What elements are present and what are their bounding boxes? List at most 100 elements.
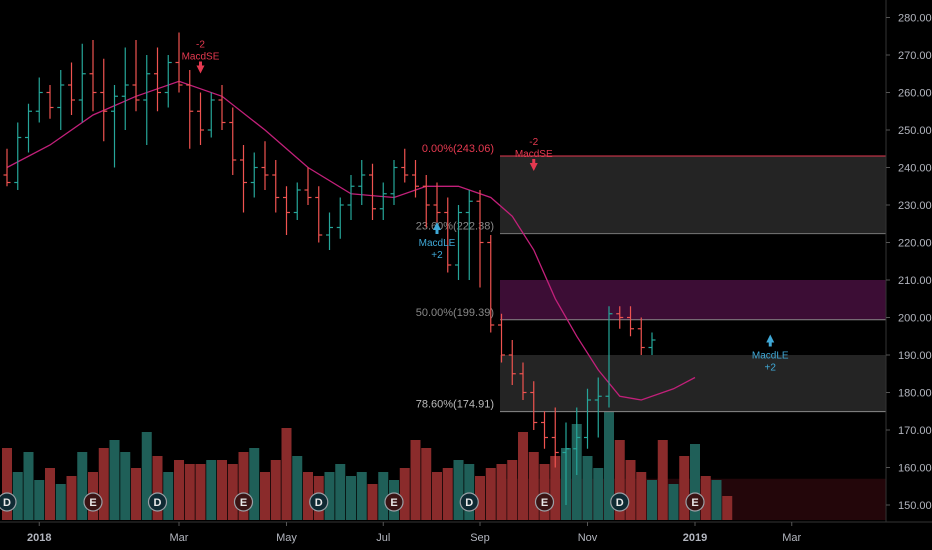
ohlc-bar[interactable] bbox=[164, 55, 172, 108]
x-tick-label: Mar bbox=[170, 532, 189, 544]
ohlc-bar[interactable] bbox=[605, 306, 613, 408]
ohlc-bar[interactable] bbox=[573, 407, 581, 476]
ohlc-bar[interactable] bbox=[412, 160, 419, 198]
ohlc-bar[interactable] bbox=[648, 332, 656, 356]
ohlc-bar[interactable] bbox=[111, 85, 118, 168]
ohlc-bar[interactable] bbox=[207, 92, 215, 138]
ohlc-bar[interactable] bbox=[444, 197, 452, 273]
ohlc-bar[interactable] bbox=[465, 190, 473, 280]
ohlc-bar[interactable] bbox=[336, 197, 344, 239]
ohlc-bar[interactable] bbox=[637, 317, 645, 356]
ohlc-bar[interactable] bbox=[175, 32, 183, 93]
ohlc-bar[interactable] bbox=[154, 47, 161, 112]
ohlc-bar[interactable] bbox=[530, 381, 538, 430]
dividend-event[interactable]: D bbox=[459, 492, 479, 512]
ohlc-bar[interactable] bbox=[422, 175, 430, 228]
ohlc-bar[interactable] bbox=[358, 160, 366, 205]
ohlc-bar[interactable] bbox=[379, 182, 387, 221]
ohlc-bar[interactable] bbox=[197, 92, 204, 146]
ohlc-bar[interactable] bbox=[541, 411, 548, 449]
event-badge-letter: E bbox=[541, 497, 548, 509]
ohlc-bar[interactable] bbox=[283, 186, 290, 235]
earnings-event[interactable]: E bbox=[685, 492, 705, 512]
ohlc-bar[interactable] bbox=[35, 77, 43, 123]
ohlc-bar[interactable] bbox=[390, 160, 398, 205]
ohlc-bar[interactable] bbox=[218, 85, 226, 130]
volume-bar bbox=[582, 456, 593, 520]
ohlc-bar[interactable] bbox=[261, 141, 269, 190]
ohlc-bar[interactable] bbox=[369, 163, 376, 220]
event-badge bbox=[309, 492, 329, 512]
earnings-event[interactable]: E bbox=[83, 492, 103, 512]
event-badge-letter: E bbox=[691, 497, 698, 509]
volume-bar bbox=[604, 408, 614, 520]
ohlc-bar[interactable] bbox=[594, 377, 602, 438]
y-tick-label: 280.00 bbox=[898, 13, 932, 25]
ohlc-bar[interactable] bbox=[616, 306, 624, 329]
ohlc-bar[interactable] bbox=[476, 190, 484, 288]
ohlc-bar[interactable] bbox=[326, 212, 333, 251]
ohlc-bar[interactable] bbox=[78, 43, 86, 123]
ohlc-bar[interactable] bbox=[508, 340, 516, 385]
y-tick-label: 220.00 bbox=[898, 238, 932, 250]
ohlc-bar[interactable] bbox=[14, 122, 22, 191]
ohlc-bar[interactable] bbox=[229, 107, 237, 176]
ohlc-bar[interactable] bbox=[498, 313, 505, 363]
volume-bar bbox=[141, 432, 152, 520]
dividend-event[interactable]: D bbox=[0, 492, 17, 512]
event-badge bbox=[0, 492, 17, 512]
ohlc-bar[interactable] bbox=[562, 422, 570, 506]
earnings-event[interactable]: E bbox=[534, 492, 555, 512]
earnings-event[interactable]: E bbox=[233, 492, 254, 512]
earnings-event[interactable]: E bbox=[384, 492, 404, 512]
ohlc-bar[interactable] bbox=[143, 55, 151, 145]
volume-bar bbox=[184, 464, 195, 520]
event-badge bbox=[147, 492, 168, 512]
arrow-down-icon bbox=[196, 65, 205, 74]
volume-bar bbox=[410, 440, 421, 520]
volume-bar bbox=[120, 452, 131, 520]
ohlc-bar[interactable] bbox=[315, 186, 323, 243]
ohlc-bar[interactable] bbox=[401, 148, 409, 183]
signal-text: MacdSE bbox=[515, 149, 553, 160]
ohlc-bar[interactable] bbox=[57, 70, 65, 130]
ohlc-bar[interactable] bbox=[293, 182, 301, 221]
volume-bar bbox=[518, 432, 528, 520]
ohlc-bar[interactable] bbox=[240, 145, 247, 213]
ohlc-bar[interactable] bbox=[551, 407, 559, 468]
ohlc-bar[interactable] bbox=[272, 160, 280, 213]
long-signal[interactable]: MacdLE+2 bbox=[752, 334, 789, 374]
ohlc-bar[interactable] bbox=[3, 148, 11, 187]
event-badge bbox=[459, 492, 479, 512]
ohlc-bar[interactable] bbox=[46, 85, 54, 119]
ohlc-bar[interactable] bbox=[25, 103, 32, 153]
ohlc-bar[interactable] bbox=[132, 40, 140, 112]
ohlc-bar[interactable] bbox=[100, 58, 108, 142]
ohlc-bar[interactable] bbox=[304, 167, 312, 206]
ohlc-bar[interactable] bbox=[347, 175, 355, 220]
ohlc-bar[interactable] bbox=[68, 62, 75, 116]
volume-bar bbox=[34, 480, 45, 520]
ohlc-bar[interactable] bbox=[455, 205, 462, 280]
ohlc-bar[interactable] bbox=[627, 306, 634, 337]
x-tick-label: Sep bbox=[470, 532, 490, 544]
volume-bar bbox=[668, 484, 679, 520]
dividend-event[interactable]: D bbox=[610, 492, 630, 512]
ohlc-bar[interactable] bbox=[186, 70, 194, 149]
ohlc-bar[interactable] bbox=[519, 362, 527, 401]
ohlc-bar[interactable] bbox=[89, 40, 97, 112]
dividend-event[interactable]: D bbox=[309, 492, 329, 512]
long-signal[interactable]: MacdLE+2 bbox=[419, 222, 456, 261]
dividend-event[interactable]: D bbox=[147, 492, 168, 512]
event-badge bbox=[610, 492, 630, 512]
volume-bar bbox=[700, 476, 711, 520]
ohlc-bar[interactable] bbox=[433, 182, 441, 224]
signal-text: MacdLE bbox=[419, 238, 456, 249]
ohlc-bar[interactable] bbox=[250, 152, 258, 198]
ohlc-bar[interactable] bbox=[584, 388, 591, 449]
ohlc-bar[interactable] bbox=[487, 235, 495, 333]
ohlc-bar[interactable] bbox=[121, 47, 129, 131]
